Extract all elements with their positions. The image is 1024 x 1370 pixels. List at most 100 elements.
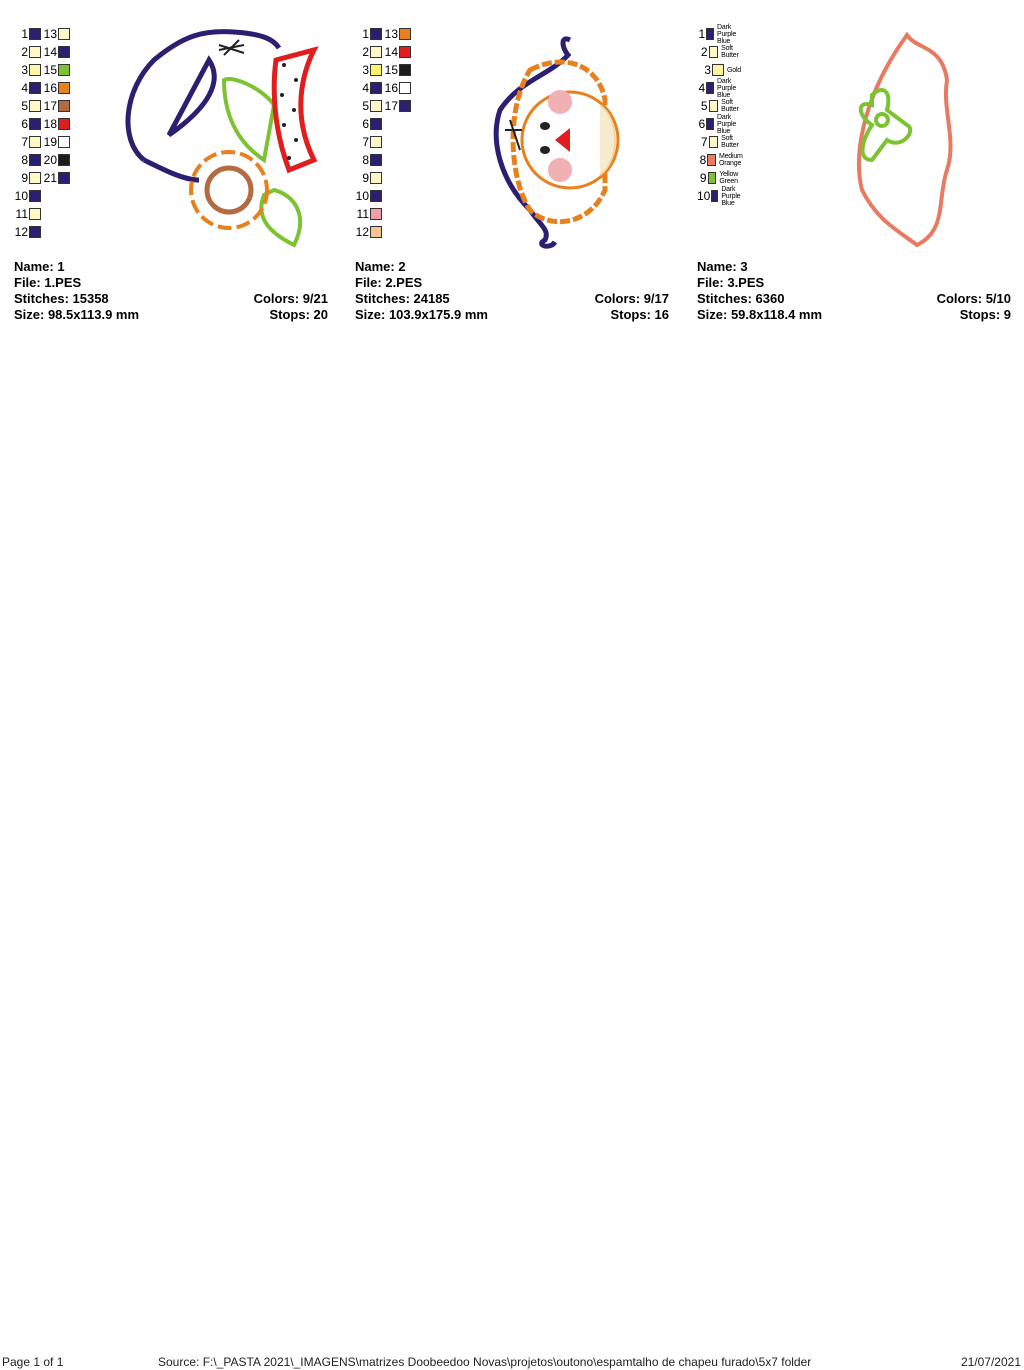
source-path: Source: F:\_PASTA 2021\_IMAGENS\matrizes… bbox=[158, 1355, 812, 1369]
color-swatch-row: 9 bbox=[14, 171, 41, 185]
color-swatch-row: 13 bbox=[384, 27, 411, 41]
color-swatch bbox=[399, 28, 411, 40]
color-swatch-row: 16 bbox=[384, 81, 411, 95]
swatch-number: 6 bbox=[21, 117, 28, 131]
color-swatch bbox=[370, 208, 382, 220]
color-swatch bbox=[706, 28, 715, 40]
color-swatch bbox=[58, 46, 70, 58]
color-swatch bbox=[29, 136, 41, 148]
thread-name: Soft Butter bbox=[721, 45, 739, 59]
color-swatch-row: 8 Medium Orange bbox=[697, 153, 751, 167]
color-swatch bbox=[370, 172, 382, 184]
swatch-number: 4 bbox=[698, 81, 706, 95]
color-swatch-row: 19 bbox=[43, 135, 70, 149]
color-swatch-row: 9 bbox=[355, 171, 382, 185]
design-3: 1 Dark Purple Blue 2 Soft Butter 3 Gold 4 Dark … bbox=[697, 0, 1011, 330]
color-swatch-row: 2 Soft Butter bbox=[697, 45, 744, 59]
color-swatch-row: 2 bbox=[355, 45, 382, 59]
design-name: Name: 2 bbox=[355, 259, 406, 274]
swatch-number: 11 bbox=[356, 207, 369, 221]
swatch-number: 8 bbox=[699, 153, 707, 167]
swatch-number: 5 bbox=[21, 99, 28, 113]
swatch-number: 13 bbox=[384, 27, 398, 41]
design-colors: Colors: 9/21 bbox=[253, 291, 328, 306]
design-name: Name: 1 bbox=[14, 259, 65, 274]
design-1-preview bbox=[125, 29, 319, 248]
color-swatch bbox=[29, 46, 41, 58]
color-swatch bbox=[712, 64, 724, 76]
swatch-number: 11 bbox=[15, 207, 28, 221]
swatch-number: 4 bbox=[362, 81, 369, 95]
color-swatch-row: 13 bbox=[43, 27, 70, 41]
color-swatch bbox=[29, 190, 41, 202]
color-swatch-row: 9 Yellow Green bbox=[697, 171, 746, 185]
swatch-number: 20 bbox=[43, 153, 57, 167]
color-swatch bbox=[29, 172, 41, 184]
swatch-number: 1 bbox=[21, 27, 28, 41]
swatch-number: 7 bbox=[21, 135, 28, 149]
color-swatch-row: 6 bbox=[355, 117, 382, 131]
swatch-number: 10 bbox=[697, 189, 711, 203]
color-swatch bbox=[399, 100, 411, 112]
thread-name: Gold bbox=[727, 66, 741, 74]
color-swatch bbox=[29, 64, 41, 76]
swatch-number: 1 bbox=[698, 27, 706, 41]
color-swatch bbox=[29, 118, 41, 130]
color-swatch-row: 16 bbox=[43, 81, 70, 95]
color-swatch-row: 18 bbox=[43, 117, 70, 131]
color-swatch bbox=[370, 226, 382, 238]
color-swatch-row: 3 Gold bbox=[697, 63, 741, 77]
color-swatch-row: 1 Dark Purple Blue bbox=[697, 24, 746, 45]
swatch-number: 2 bbox=[700, 45, 708, 59]
swatch-number: 21 bbox=[43, 171, 57, 185]
color-swatch bbox=[706, 118, 715, 130]
thread-name: Soft Butter bbox=[721, 99, 739, 113]
swatch-number: 9 bbox=[699, 171, 707, 185]
color-swatch bbox=[399, 64, 411, 76]
swatch-number: 15 bbox=[43, 63, 57, 77]
color-swatch bbox=[707, 172, 717, 184]
design-file: File: 3.PES bbox=[697, 275, 765, 290]
color-swatch bbox=[370, 46, 382, 58]
design-file: File: 1.PES bbox=[14, 275, 82, 290]
design-colors: Colors: 5/10 bbox=[936, 291, 1011, 306]
page-number: Page 1 of 1 bbox=[2, 1355, 64, 1369]
color-swatch-row: 5 Soft Butter bbox=[697, 99, 744, 113]
design-3-preview bbox=[857, 31, 953, 248]
swatch-number: 7 bbox=[362, 135, 369, 149]
color-swatch bbox=[58, 136, 70, 148]
thread-name: Yellow Green bbox=[719, 171, 739, 185]
design-colors: Colors: 9/17 bbox=[594, 291, 669, 306]
color-swatch-row: 12 bbox=[355, 225, 382, 239]
color-swatch-row: 6 Dark Purple Blue bbox=[697, 114, 746, 135]
color-swatch-row: 6 bbox=[14, 117, 41, 131]
swatch-number: 1 bbox=[362, 27, 369, 41]
color-swatch bbox=[29, 82, 41, 94]
color-swatch-row: 12 bbox=[14, 225, 41, 239]
design-1: 1 2 3 4 5 6 7 8 9 10 11 12 13 14 15 16 17 18 19 20 21 Name: … bbox=[14, 0, 328, 330]
swatch-number: 7 bbox=[700, 135, 708, 149]
swatch-number: 6 bbox=[362, 117, 369, 131]
color-swatch bbox=[29, 226, 41, 238]
swatch-number: 5 bbox=[700, 99, 708, 113]
swatch-number: 3 bbox=[704, 63, 711, 77]
swatch-number: 10 bbox=[355, 189, 369, 203]
swatch-number: 3 bbox=[21, 63, 28, 77]
color-swatch bbox=[58, 118, 70, 130]
color-swatch bbox=[370, 28, 382, 40]
color-swatch bbox=[58, 64, 70, 76]
swatch-number: 14 bbox=[384, 45, 398, 59]
color-swatch bbox=[370, 154, 382, 166]
color-swatch-row: 8 bbox=[355, 153, 382, 167]
design-stops: Stops: 9 bbox=[959, 307, 1011, 322]
color-swatch bbox=[370, 190, 382, 202]
color-swatch-row: 5 bbox=[14, 99, 41, 113]
design-2: 1 2 3 4 5 6 7 8 9 10 11 12 13 14 15 16 17 Name: 2 File: … bbox=[355, 0, 669, 330]
swatch-number: 19 bbox=[43, 135, 57, 149]
swatch-number: 14 bbox=[43, 45, 57, 59]
color-swatch-row: 3 bbox=[355, 63, 382, 77]
thread-name: Dark Purple Blue bbox=[717, 23, 737, 45]
swatch-number: 3 bbox=[362, 63, 369, 77]
color-swatch bbox=[708, 136, 719, 148]
color-swatch bbox=[29, 208, 41, 220]
